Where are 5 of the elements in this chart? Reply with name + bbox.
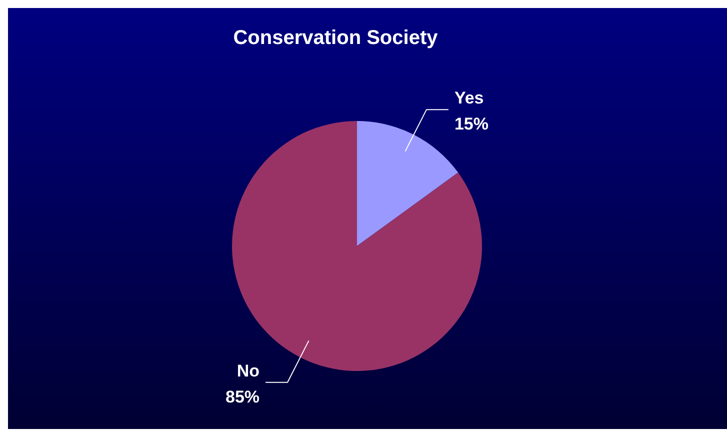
slice-label: Yes <box>454 88 484 108</box>
data-label: 15% <box>454 114 488 134</box>
chart-title: Conservation Society <box>232 26 439 50</box>
slice-label: No <box>236 361 260 380</box>
data-label: 85% <box>226 387 260 406</box>
